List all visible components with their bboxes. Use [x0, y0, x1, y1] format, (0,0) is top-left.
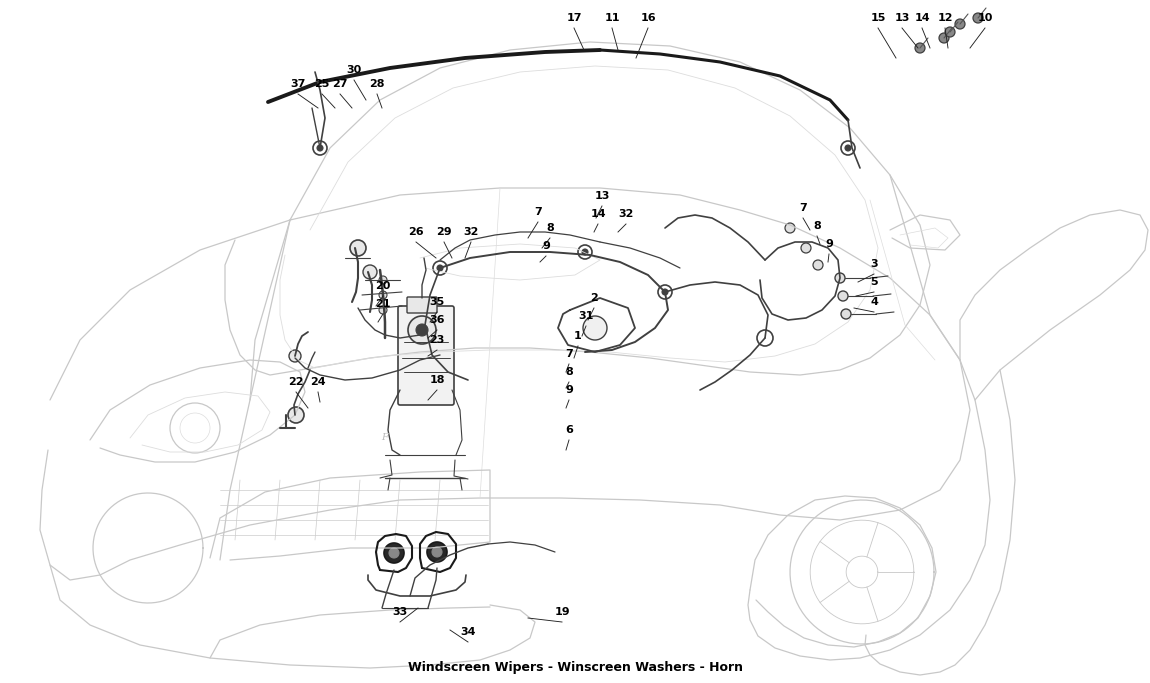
Circle shape [289, 350, 301, 362]
Text: 8: 8 [546, 223, 554, 233]
Circle shape [954, 19, 965, 29]
Circle shape [427, 542, 447, 562]
Text: 17: 17 [566, 13, 582, 23]
Text: 25: 25 [314, 79, 330, 89]
Circle shape [578, 245, 592, 259]
Text: 32: 32 [619, 209, 634, 219]
Text: 14: 14 [914, 13, 930, 23]
Text: 26: 26 [408, 227, 424, 237]
Text: 11: 11 [604, 13, 620, 23]
Text: 10: 10 [978, 13, 992, 23]
Text: 7: 7 [799, 203, 807, 213]
Circle shape [384, 543, 404, 563]
Circle shape [582, 249, 588, 255]
Circle shape [915, 43, 925, 53]
Text: 1: 1 [574, 331, 582, 341]
Circle shape [785, 223, 795, 233]
Text: 19: 19 [554, 607, 569, 617]
Circle shape [945, 27, 954, 37]
Text: 29: 29 [436, 227, 452, 237]
Circle shape [313, 141, 327, 155]
Text: 32: 32 [463, 227, 478, 237]
Text: 9: 9 [565, 385, 573, 395]
Text: Windscreen Wipers - Winscreen Washers - Horn: Windscreen Wipers - Winscreen Washers - … [407, 662, 743, 675]
Text: 27: 27 [332, 79, 347, 89]
Circle shape [973, 13, 983, 23]
Circle shape [845, 145, 851, 151]
Text: 35: 35 [429, 297, 445, 307]
Text: 3: 3 [871, 259, 877, 269]
Text: 7: 7 [534, 207, 542, 217]
Circle shape [841, 141, 854, 155]
Circle shape [350, 240, 366, 256]
Text: 13: 13 [895, 13, 910, 23]
Text: 4: 4 [871, 297, 877, 307]
Text: 23: 23 [429, 335, 445, 345]
Text: 5: 5 [871, 277, 877, 287]
Circle shape [841, 309, 851, 319]
Text: 24: 24 [310, 377, 325, 387]
Text: 34: 34 [460, 627, 476, 637]
Text: 9: 9 [825, 239, 833, 249]
Circle shape [389, 548, 399, 558]
Circle shape [432, 547, 442, 557]
Circle shape [757, 330, 773, 346]
Circle shape [380, 306, 388, 314]
Circle shape [662, 289, 668, 295]
Text: 8: 8 [813, 221, 821, 231]
Circle shape [835, 273, 845, 283]
Circle shape [317, 145, 323, 151]
Circle shape [408, 316, 436, 344]
Text: 37: 37 [290, 79, 306, 89]
Text: 13: 13 [595, 191, 610, 201]
Text: 16: 16 [641, 13, 656, 23]
Text: 7: 7 [565, 349, 573, 359]
Text: 9: 9 [542, 241, 550, 251]
Text: 31: 31 [578, 311, 593, 321]
Circle shape [363, 265, 377, 279]
Text: 15: 15 [871, 13, 886, 23]
Text: 8: 8 [565, 367, 573, 377]
Text: 20: 20 [375, 281, 391, 291]
Circle shape [288, 407, 304, 423]
Circle shape [380, 291, 388, 299]
Text: 6: 6 [565, 425, 573, 435]
Text: 18: 18 [429, 375, 445, 385]
Circle shape [802, 243, 811, 253]
Text: 36: 36 [429, 315, 445, 325]
Text: 14: 14 [590, 209, 606, 219]
Text: 30: 30 [346, 65, 361, 75]
Text: F: F [382, 434, 389, 443]
Circle shape [940, 33, 949, 43]
Circle shape [434, 261, 447, 275]
Text: 2: 2 [590, 293, 598, 303]
Text: 33: 33 [392, 607, 407, 617]
Circle shape [658, 285, 672, 299]
Circle shape [416, 324, 428, 336]
FancyBboxPatch shape [407, 297, 437, 313]
FancyBboxPatch shape [398, 306, 454, 405]
Circle shape [813, 260, 823, 270]
Text: 22: 22 [289, 377, 304, 387]
Circle shape [380, 276, 388, 284]
Circle shape [838, 291, 848, 301]
Circle shape [437, 265, 443, 271]
Text: 12: 12 [937, 13, 952, 23]
Text: 28: 28 [369, 79, 385, 89]
Circle shape [583, 316, 607, 340]
Text: 21: 21 [375, 299, 391, 309]
